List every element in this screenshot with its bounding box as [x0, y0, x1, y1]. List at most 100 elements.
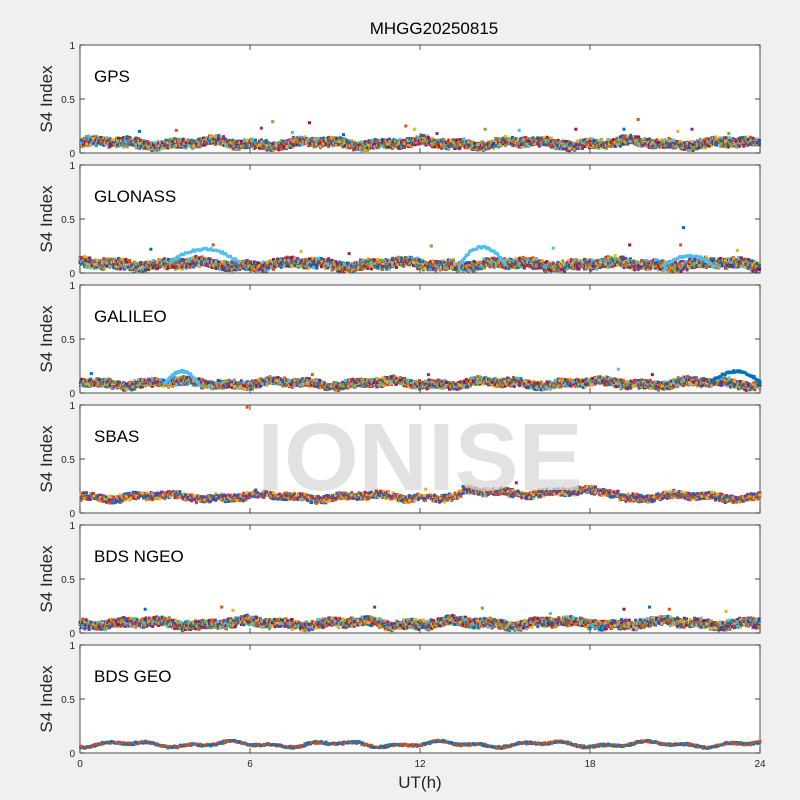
panel-1-point	[556, 138, 560, 142]
panel-1-point	[450, 139, 454, 143]
panel-2-point	[163, 262, 167, 266]
panel-1-point	[122, 145, 126, 149]
panel-2-point	[180, 260, 184, 264]
panel-1-point	[620, 139, 624, 143]
panel-1-point	[486, 146, 490, 150]
panel-2-point	[112, 257, 116, 261]
panel-1-point	[311, 138, 315, 142]
panel-1-point	[296, 138, 300, 142]
panel-2-point	[118, 257, 122, 261]
panel-1-point	[180, 145, 184, 149]
panel-1-point	[463, 144, 467, 148]
panel-1-point	[735, 145, 739, 149]
panel-1-point	[651, 140, 655, 144]
panel-1-point	[296, 136, 300, 140]
panel-1-point	[680, 144, 684, 148]
panel-1-point	[345, 143, 349, 147]
panel-1-point	[688, 144, 692, 148]
panel-1-point	[407, 140, 410, 144]
panel-1-point	[568, 146, 572, 150]
panel-1-point	[260, 146, 264, 150]
panel-1-point	[565, 146, 569, 150]
panel-2-point	[188, 263, 192, 267]
panel-1-point	[634, 141, 638, 145]
panel-1-point	[398, 141, 402, 145]
panel-1-point	[398, 145, 402, 149]
panel-1-point	[319, 137, 323, 141]
panel-1-point	[386, 138, 390, 142]
panel-1-point	[573, 142, 577, 146]
panel-1-point	[338, 136, 342, 140]
panel-1-point	[293, 141, 297, 145]
panel-1-point	[618, 144, 622, 148]
panel-1-point	[134, 136, 138, 140]
panel-1-point	[105, 136, 109, 140]
panel-1-point	[229, 141, 233, 145]
panel-2-point	[122, 264, 126, 268]
panel-2-point	[108, 265, 112, 269]
panel-1-point	[156, 146, 160, 150]
panel-2-point	[84, 259, 88, 263]
panel-1-point	[450, 142, 454, 146]
panel-1-point	[696, 141, 700, 145]
panel-1-point	[82, 137, 86, 141]
panel-1-point	[427, 141, 431, 145]
panel-1-point	[134, 140, 138, 144]
panel-1-point	[573, 147, 577, 151]
panel-1-point	[383, 142, 387, 146]
panel-1-point	[82, 140, 86, 144]
panel-1-point	[556, 140, 560, 144]
panel-1-point	[618, 141, 622, 145]
panel-1-point	[161, 142, 165, 146]
panel-1-point	[315, 137, 319, 141]
panel-1-point	[348, 144, 352, 148]
panel-1-point	[688, 140, 692, 144]
panel-1-point	[282, 141, 286, 145]
panel-1-point	[234, 147, 238, 151]
panel-1-point	[621, 136, 625, 140]
panel-1-point	[433, 145, 437, 149]
panel-1-point	[738, 139, 742, 143]
panel-1-point	[672, 138, 676, 142]
panel-1-point	[242, 138, 246, 142]
panel-2-point	[83, 254, 87, 258]
panel-1-point	[711, 142, 715, 146]
panel-1-point	[563, 139, 567, 143]
panel-2-point	[112, 266, 116, 270]
panel-1-point	[195, 139, 199, 143]
panel-1-point	[634, 137, 638, 141]
panel-1-point	[309, 142, 313, 146]
panel-1-point	[403, 144, 407, 148]
panel-1-point	[373, 139, 377, 143]
panel-1-point	[486, 141, 490, 145]
panel-1-point	[427, 139, 431, 143]
panel-1-point	[536, 142, 540, 146]
panel-1-point	[705, 137, 709, 141]
panel-2-point	[132, 262, 136, 266]
panel-1-point	[356, 146, 360, 150]
panel-1-point	[504, 135, 508, 139]
panel-1-point	[532, 138, 536, 142]
panel-1-point	[711, 140, 715, 144]
panel-1-point	[542, 143, 546, 147]
panel-1-point	[532, 140, 536, 144]
panel-1-point	[556, 144, 560, 148]
panel-1-point	[588, 143, 592, 147]
panel-2-point	[173, 268, 177, 272]
panel-1-point	[737, 143, 741, 147]
panel-1-point	[459, 137, 463, 141]
panel-1-point	[621, 142, 625, 146]
panel-1-point	[568, 149, 572, 153]
panel-1-point	[606, 144, 610, 148]
panel-1-point	[150, 148, 154, 152]
panel-1-point	[492, 142, 496, 146]
panel-1-point	[177, 141, 181, 145]
panel-1-point	[257, 146, 261, 150]
panel-1-point	[469, 143, 473, 147]
panel-1-point	[465, 140, 469, 144]
panel-1-point	[396, 140, 400, 144]
panel-1-point	[757, 143, 761, 147]
panel-1-point	[363, 146, 367, 150]
panel-1-point	[367, 146, 371, 150]
